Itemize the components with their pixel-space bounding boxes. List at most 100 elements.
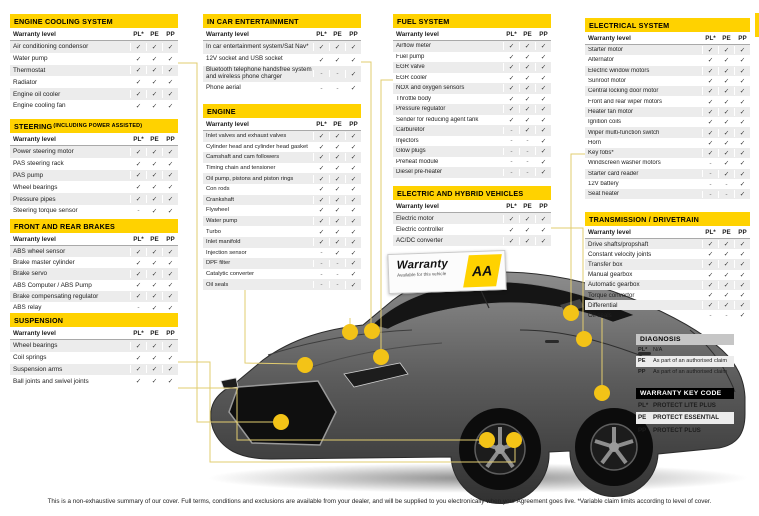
dash-icon: - [519,168,535,176]
check-icon: ✓ [130,54,146,63]
connector-line [178,361,516,463]
dash-icon: - [718,180,734,188]
check-icon: ✓ [503,105,519,114]
check-icon: ✓ [718,301,734,310]
table-fuel-system: FUEL SYSTEM Warranty level PL* PE PP Airflow … [393,14,551,178]
check-icon: ✓ [130,183,146,192]
key-code: PE [638,414,647,422]
check-icon: ✓ [519,42,535,51]
coverage-dot [373,349,389,365]
column-header-code: PP [535,202,551,210]
coverage-dot [576,331,592,347]
diagnosis-block: DIAGNOSIS PL* N/A PE As part of an authorise… [636,334,734,377]
check-icon: ✓ [130,195,146,204]
table-row: Oil seals - - ✓ [203,279,361,290]
check-icon: ✓ [345,195,361,204]
check-icon: ✓ [519,63,535,72]
row-label: Inlet manifold [206,239,241,246]
table-row: Injectors - - ✓ [393,136,551,147]
check-icon: ✓ [718,56,734,65]
table-row: Throttle body ✓ ✓ ✓ [393,94,551,105]
coverage-dot [563,305,579,321]
table-title: ENGINE [207,106,236,116]
row-label: Automatic gearbox [588,281,640,289]
dash-icon: - [130,304,146,312]
row-label: In car entertainment system/Sat Nav* [206,42,309,50]
roof-sign-title: Warranty [396,257,449,272]
key-code: PE [638,358,646,365]
headlight-left [220,377,239,390]
table-row: Transfer box ✓ ✓ ✓ [585,259,750,270]
check-icon: ✓ [503,225,519,234]
table-row: PAS steering rack ✓ ✓ ✓ [10,158,178,170]
check-icon: ✓ [535,84,551,93]
check-icon: ✓ [734,56,750,65]
dash-icon: - [313,270,329,278]
roof-sign: Warranty Available for this vehicle AA [387,249,507,295]
check-icon: ✓ [734,77,750,86]
check-icon: ✓ [702,260,718,269]
headlight-right [343,362,409,388]
check-icon: ✓ [313,238,329,247]
table-row: 12V socket and USB socket ✓ ✓ ✓ [203,54,361,67]
column-header-row: Warranty level PL* PE PP [393,28,551,41]
check-icon: ✓ [718,291,734,300]
table-header: ELECTRICAL SYSTEM [585,18,750,32]
table-header: IN CAR ENTERTAINMENT [203,14,361,28]
check-icon: ✓ [329,185,345,194]
check-icon: ✓ [146,206,162,215]
row-label: Starter motor [588,47,624,54]
check-icon: ✓ [718,66,734,75]
check-icon: ✓ [130,101,146,110]
table-row: Sunroof motor ✓ ✓ ✓ [585,76,750,86]
check-icon: ✓ [313,206,329,215]
table-rows: In car entertainment system/Sat Nav* ✓ ✓ ✓ 1… [203,41,361,94]
check-icon: ✓ [535,42,551,51]
check-icon: ✓ [345,206,361,215]
check-icon: ✓ [718,149,734,158]
row-label: Engine cooling fan [13,102,66,110]
dash-icon: - [718,190,734,198]
table-row: Diesel pre-heater - - ✓ [393,167,551,178]
table-row: Coil springs ✓ ✓ ✓ [10,352,178,364]
table-row: Phone aerial - - ✓ [203,82,361,95]
check-icon: ✓ [734,180,750,188]
row-label: AC/DC converter [396,237,443,244]
check-icon: ✓ [146,183,162,192]
table-title: ENGINE COOLING SYSTEM [14,16,113,26]
check-icon: ✓ [329,195,345,204]
row-label: Water pump [206,218,238,225]
dash-icon: - [702,190,718,198]
check-icon: ✓ [313,132,329,141]
dash-icon: - [718,311,734,319]
row-label: Seat heater [588,191,620,198]
column-header-code: PL* [503,202,519,210]
check-icon: ✓ [734,46,750,55]
check-icon: ✓ [702,128,718,137]
check-icon: ✓ [329,43,345,52]
row-label: EGR cooler [396,74,428,81]
row-label: Pressure pipes [13,195,56,203]
check-icon: ✓ [734,159,750,168]
column-header-label: Warranty level [588,228,631,236]
check-icon: ✓ [535,63,551,72]
check-icon: ✓ [146,101,162,110]
check-icon: ✓ [162,281,178,290]
check-icon: ✓ [146,195,162,204]
check-icon: ✓ [130,78,146,87]
check-icon: ✓ [162,78,178,87]
check-icon: ✓ [146,171,162,180]
row-label: Radiator [13,78,38,86]
check-icon: ✓ [345,248,361,257]
key-code: PP [638,426,647,434]
table-row: AC/DC converter ✓ ✓ ✓ [393,235,551,246]
key-text: As part of an authorised claim [653,368,727,375]
check-icon: ✓ [146,341,162,350]
table-title: IN CAR ENTERTAINMENT [207,16,299,26]
key-row: PL* N/A [636,345,734,356]
check-icon: ✓ [146,66,162,75]
table-row: Fuel pump ✓ ✓ ✓ [393,52,551,63]
row-label: Injectors [396,137,419,144]
column-header-row: Warranty level PL* PE PP [585,226,750,239]
table-row: Steering torque sensor - ✓ ✓ [10,205,178,217]
